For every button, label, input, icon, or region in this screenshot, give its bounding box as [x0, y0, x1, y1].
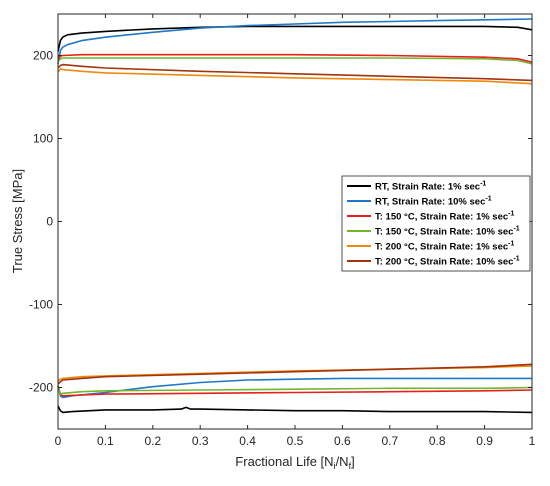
- y-tick-label: -100: [29, 298, 53, 312]
- series-4-upper-line: [57, 57, 533, 65]
- y-tick-label: 100: [33, 132, 53, 146]
- x-tick-label: 0.8: [429, 434, 446, 448]
- legend-label-4: T: 150 °C, Strain Rate: 10% sec-1: [375, 226, 520, 238]
- series-5-upper-line: [57, 68, 533, 85]
- legend: RT, Strain Rate: 1% sec-1 RT, Strain Rate…: [341, 175, 531, 272]
- x-tick-label: 0.2: [144, 434, 161, 448]
- series-6-lower-line: [57, 363, 533, 385]
- x-tick-label: 0.7: [381, 434, 398, 448]
- x-tick-label: 0.1: [97, 434, 114, 448]
- legend-label-2: RT, Strain Rate: 10% sec-1: [375, 196, 492, 208]
- series-2-lower-line: [57, 377, 532, 399]
- series-layer: [57, 18, 533, 414]
- x-tick-label: 0.6: [334, 434, 351, 448]
- legend-label-5: T: 200 °C, Strain Rate: 1% sec-1: [375, 241, 515, 253]
- series-4-lower-line: [57, 386, 533, 395]
- series-3-lower-line: [57, 385, 533, 397]
- x-tick-label: 0: [55, 434, 62, 448]
- y-tick-label: 200: [33, 49, 53, 63]
- x-tick-label: 0.4: [239, 434, 256, 448]
- legend-box: [341, 175, 531, 272]
- series-2-upper-line: [57, 18, 533, 64]
- x-tick-label: 0.5: [287, 434, 304, 448]
- x-axis-label: Fractional Life [Ni/Nf]: [235, 454, 354, 471]
- legend-label-3: T: 150 °C, Strain Rate: 1% sec-1: [375, 211, 515, 223]
- y-axis-label: True Stress [MPa]: [10, 169, 25, 273]
- x-tick-label: 0.9: [476, 434, 493, 448]
- series-6-upper-line: [57, 63, 533, 82]
- y-tick-label: 0: [46, 215, 53, 229]
- legend-label-1: RT, Strain Rate: 1% sec-1: [375, 181, 486, 193]
- series-1-lower-line: [57, 405, 533, 414]
- x-tick-label: 0.3: [192, 434, 209, 448]
- x-tick-label: 1: [529, 434, 536, 448]
- legend-label-6: T: 200 °C, Strain Rate: 10% sec-1: [375, 256, 520, 268]
- y-tick-label: -200: [29, 381, 53, 395]
- ticks-layer: 0 0.1 0.2 0.3 0.4 0.5 0.6 0.7 0.8 0.9 1 -200 -100 0 10…: [29, 14, 536, 448]
